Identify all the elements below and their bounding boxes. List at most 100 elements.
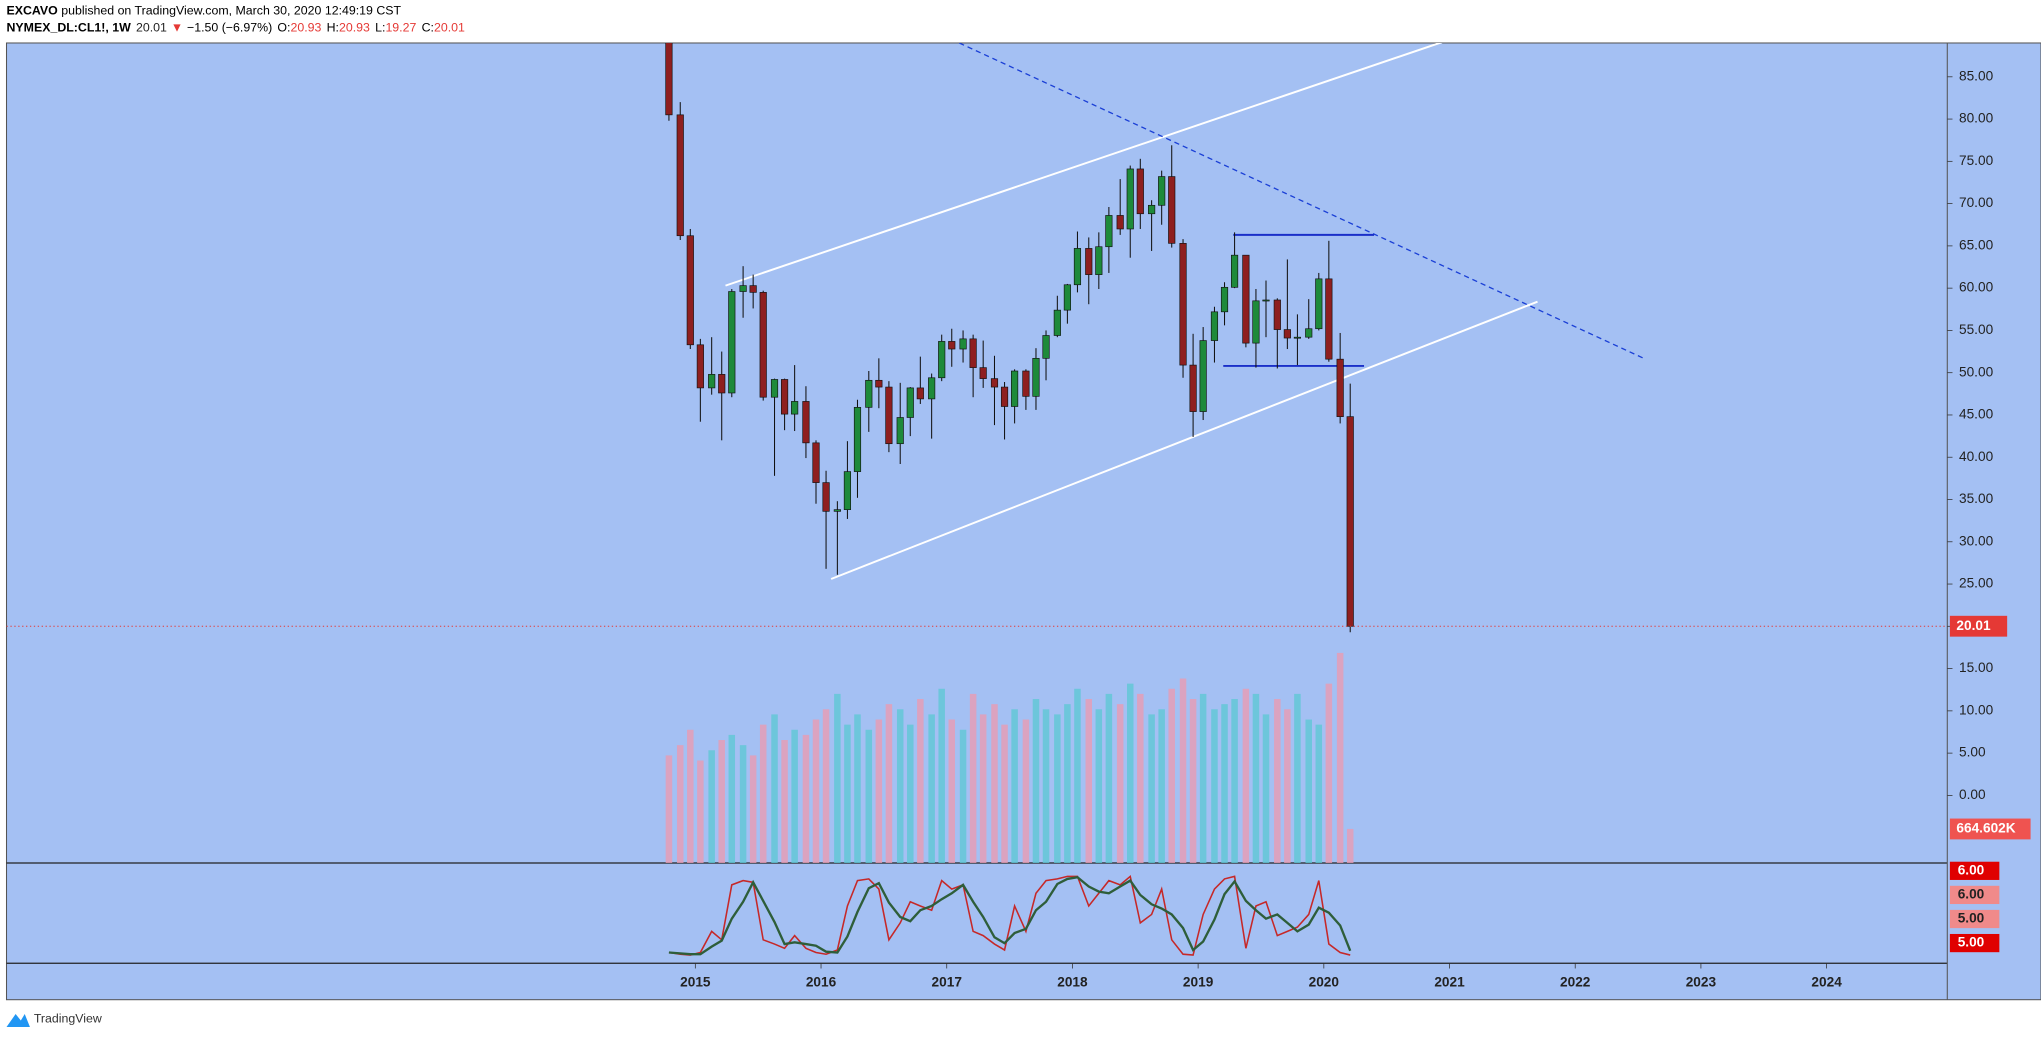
candle-body: [865, 379, 873, 408]
author: EXCAVO: [7, 4, 59, 18]
candle-body: [812, 442, 820, 483]
last-price-badge: [1949, 615, 2008, 637]
candle-body: [1158, 176, 1166, 206]
volume-bar: [718, 740, 725, 864]
candle-body: [1042, 335, 1050, 359]
candle-body: [676, 114, 684, 237]
candle-body: [1085, 248, 1093, 275]
y-tick-label: 10.00: [1959, 702, 1994, 717]
x-tick-label: 2021: [1434, 974, 1465, 989]
volume-bar: [1305, 719, 1312, 864]
candle-body: [959, 338, 967, 350]
candle-body: [759, 292, 767, 398]
candle-body: [1000, 386, 1009, 407]
candle-body: [1305, 328, 1313, 338]
volume-bar: [1054, 714, 1061, 864]
symbol: NYMEX_DL:CL1!, 1W: [7, 21, 132, 35]
y-tick-label: 15.00: [1959, 660, 1994, 675]
published: published on TradingView.com, March 30, …: [58, 4, 402, 18]
volume-bar: [1346, 828, 1354, 864]
volume-bar: [697, 760, 704, 864]
volume-bar: [781, 740, 788, 864]
trend-line: [959, 42, 1646, 360]
volume-bar: [708, 750, 715, 864]
volume-bar: [1211, 709, 1218, 864]
x-tick-label: 2018: [1057, 974, 1088, 989]
volume-bar: [1315, 724, 1323, 864]
volume-bar: [1085, 699, 1093, 864]
y-tick-label: 5.00: [1959, 745, 1986, 760]
candle-body: [1230, 254, 1239, 288]
indicator-badge: [1949, 933, 2000, 953]
candle-body: [1116, 215, 1124, 230]
volume-label: 664.602K: [1956, 821, 2015, 836]
candle-body: [979, 367, 987, 379]
indicator-badge: [1949, 861, 2000, 880]
x-tick-label: 2020: [1309, 974, 1340, 989]
candle-body: [1011, 370, 1019, 407]
indicator-label: 5.00: [1958, 911, 1985, 926]
trend-line: [725, 42, 1443, 287]
candle-body: [916, 387, 924, 400]
volume-bar: [1126, 683, 1134, 864]
volume-bar: [907, 724, 914, 864]
volume-bar: [1105, 693, 1113, 864]
candle-body: [1022, 370, 1030, 397]
candle-body: [822, 482, 830, 512]
candle-body: [708, 374, 716, 389]
ohlc-value: 20.93: [290, 21, 321, 35]
candle-body: [728, 291, 736, 394]
volume-bar: [1284, 709, 1291, 864]
volume-bar: [834, 693, 841, 864]
candle-body: [1220, 286, 1229, 313]
logo: [6, 1014, 30, 1028]
candle-body: [1179, 243, 1187, 366]
y-tick-label: 65.00: [1959, 237, 1994, 252]
volume-bar: [1179, 678, 1187, 864]
ohlc-value: 19.27: [385, 21, 416, 35]
candle-body: [802, 401, 810, 444]
ohlc-label: C:: [422, 21, 434, 35]
candle-body: [1199, 340, 1207, 412]
volume-bar: [1252, 693, 1260, 864]
candle-body: [696, 344, 704, 389]
y-tick-label: 0.00: [1959, 787, 1986, 802]
x-tick-label: 2023: [1686, 974, 1717, 989]
volume-bar: [1137, 693, 1144, 864]
ohlc-label: O:: [277, 21, 290, 35]
candle-body: [1095, 246, 1103, 275]
y-tick-label: 45.00: [1959, 407, 1994, 422]
trend-line: [830, 300, 1538, 580]
x-tick-label: 2024: [1811, 974, 1842, 989]
y-tick-label: 55.00: [1959, 322, 1994, 337]
volume-bar: [1294, 693, 1301, 864]
x-tick-label: 2022: [1560, 974, 1591, 989]
candle-body: [1148, 204, 1156, 215]
y-tick-label: 35.00: [1959, 491, 1994, 506]
candle-body: [833, 509, 841, 512]
down-arrow: ▼: [171, 21, 183, 35]
y-tick-label: 25.00: [1959, 576, 1994, 591]
volume-bar: [1231, 699, 1238, 864]
footer-text: TradingView: [34, 1011, 102, 1025]
volume-bar: [969, 693, 977, 864]
volume-bar: [1032, 699, 1040, 864]
volume-bar: [759, 724, 767, 864]
candle-body: [749, 285, 757, 293]
candle-body: [1063, 284, 1071, 311]
candle-body: [665, 42, 673, 116]
volume-bar: [1148, 714, 1155, 864]
volume-bar: [991, 704, 998, 864]
candle-body: [969, 338, 977, 368]
volume-bar: [687, 729, 694, 864]
candle-body: [1136, 168, 1144, 215]
volume-bar: [865, 729, 873, 864]
last-price-label: 20.01: [1956, 618, 1991, 633]
indicator-label: 6.00: [1958, 862, 1985, 877]
candle-body: [686, 235, 694, 346]
y-tick-label: 60.00: [1959, 280, 1994, 295]
volume-bar: [854, 714, 861, 864]
candle-body: [1325, 278, 1333, 360]
candle-body: [896, 417, 904, 445]
